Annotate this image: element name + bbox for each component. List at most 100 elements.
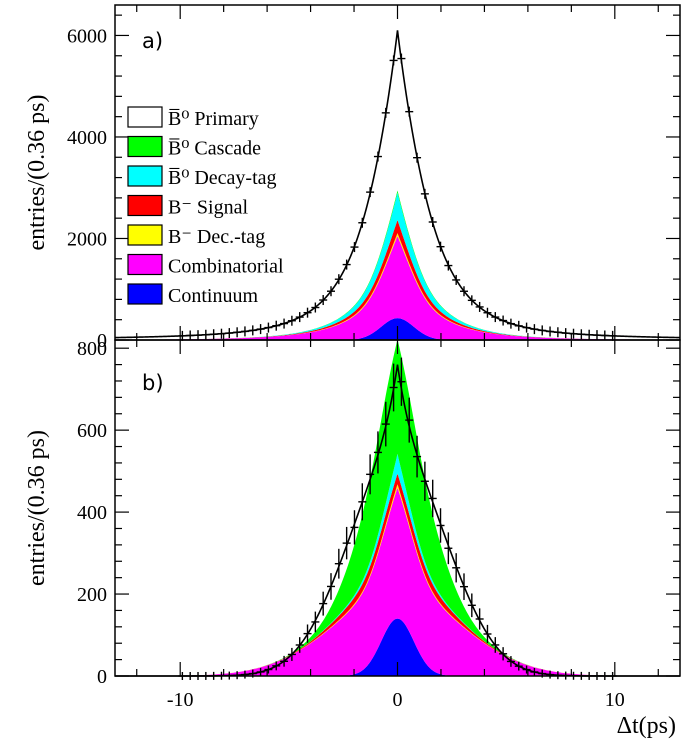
panel-a-data-point [577, 329, 586, 340]
legend-label: B̅⁰ Primary [168, 108, 259, 130]
panel-a-data-point [514, 320, 523, 331]
legend-swatch [127, 194, 163, 217]
panel-b-ticks: 0 200 400 600 800 -10 0 10 [77, 338, 680, 711]
panel-b-data-point [287, 647, 296, 661]
legend-entry: B⁻ Signal [127, 194, 248, 219]
panel-b-data-point [428, 479, 437, 518]
legend-label: B̅⁰ Cascade [168, 138, 261, 160]
panel-a-data-point [600, 330, 609, 341]
panel-a-data-point [538, 325, 547, 336]
panel-a-data-point [287, 315, 296, 326]
panel-b-x-tick-label: 10 [605, 689, 625, 711]
legend-swatch [127, 224, 163, 246]
panel-b-data-point [334, 548, 343, 579]
panel-b-data-point [491, 637, 500, 653]
panel-b-data-point [295, 637, 304, 653]
panel-a-data-point [201, 329, 210, 340]
panel-b: 0 200 400 600 800 -10 0 10 b) entries/(0.36 ps)… [24, 338, 681, 739]
panel-a: 0 2000 4000 6000 a) entries/(0.36 ps) B̅⁰ P… [24, 4, 681, 352]
legend-label: Combinatorial [168, 256, 284, 278]
panel-a-data-point [342, 259, 351, 270]
panel-b-data-point [436, 508, 445, 543]
panel-b-data-point [389, 363, 398, 412]
panel-b-data-point [467, 593, 476, 618]
legend-label: B̅⁰ Decay-tag [168, 167, 277, 189]
panel-a-data-point [334, 274, 343, 285]
panel-a-data-point [397, 53, 406, 64]
panel-b-data-point [366, 454, 375, 495]
panel-b-data-point [319, 591, 328, 616]
panel-b-data-point [522, 665, 531, 674]
legend-swatch [127, 283, 163, 305]
panel-a-data-point [467, 295, 476, 306]
legend-entry: Combinatorial [127, 253, 284, 278]
panel-a-data-point [319, 295, 328, 306]
panel-a-data-point [389, 55, 398, 66]
panel-a-ticks: 0 2000 4000 6000 [67, 5, 680, 352]
panel-b-data-points [178, 357, 617, 680]
panel-a-data-point [592, 330, 601, 341]
panel-a-data-point [561, 328, 570, 339]
panel-a-data-point [217, 328, 226, 339]
panel-a-data-point [522, 322, 531, 333]
panel-a-y-tick-label: 6000 [67, 25, 107, 47]
panel-b-data-point [413, 435, 422, 478]
panel-a-data-point [303, 307, 312, 318]
panel-a-data-point [194, 330, 203, 341]
panel-b-data-point [459, 573, 468, 600]
panel-a-data-point [459, 286, 468, 297]
panel-a-data-point [444, 260, 453, 271]
panel-a-data-point [256, 324, 265, 335]
panel-b-data-point [381, 401, 390, 447]
panel-b-data-point [506, 656, 515, 667]
panel-b-data-point [272, 661, 281, 671]
panel-b-data-point [303, 624, 312, 643]
legend-entry: B̅⁰ Primary [127, 106, 259, 130]
panel-b-y-tick-label: 0 [97, 666, 107, 688]
panel-b-area-b0bar-cascade [115, 339, 680, 676]
panel-a-data-point [413, 152, 422, 163]
panel-b-y-tick-label: 800 [77, 338, 107, 360]
legend-label: B⁻ Signal [168, 197, 248, 219]
panel-b-data-point [373, 431, 382, 474]
panel-a-data-point [530, 324, 539, 335]
panel-a-data-point [327, 286, 336, 297]
panel-b-data-point [452, 553, 461, 583]
legend-swatch [127, 253, 163, 276]
panel-a-y-tick-label: 0 [97, 330, 107, 352]
panel-a-data-point [428, 216, 437, 227]
panel-b-data-point [420, 461, 429, 501]
panel-a-area-combinatorial [115, 235, 680, 340]
panel-a-data-point [233, 327, 242, 338]
panel-a-data-point [491, 312, 500, 323]
panel-a-data-point [295, 312, 304, 323]
panel-a-data-point [381, 107, 390, 118]
panel-b-area-combinatorial [115, 487, 680, 676]
panel-a-data-point [186, 330, 195, 341]
panel-a-data-point [311, 302, 320, 313]
panel-b-label: b) [142, 371, 164, 395]
panel-a-label: a) [142, 29, 163, 53]
panel-a-data-point [358, 217, 367, 228]
panel-a-data-point [225, 328, 234, 339]
legend-entry: B⁻ Dec.-tag [127, 224, 265, 248]
panel-a-data-point [420, 188, 429, 199]
legend-swatch [127, 135, 163, 158]
panel-a-data-point [280, 318, 289, 329]
panel-a-data-point [585, 329, 594, 340]
panel-a-y-axis-title: entries/(0.36 ps) [24, 95, 50, 251]
panel-b-data-point [256, 667, 265, 676]
panel-b-data-point [499, 647, 508, 661]
panel-b-data-point [327, 573, 336, 600]
panel-b-data-point [475, 608, 484, 630]
legend-label: Continuum [168, 285, 258, 307]
panel-b-data-point [350, 510, 359, 545]
legend-entry: Continuum [127, 283, 258, 307]
panel-b-y-tick-label: 200 [77, 584, 107, 606]
legend-entry: B̅⁰ Decay-tag [127, 165, 277, 189]
panel-b-data-point [280, 655, 289, 667]
panel-b-data-point [483, 624, 492, 644]
legend-entry: B̅⁰ Cascade [127, 135, 261, 160]
panel-b-area-continuum [115, 618, 680, 676]
panel-a-data-point [569, 328, 578, 339]
